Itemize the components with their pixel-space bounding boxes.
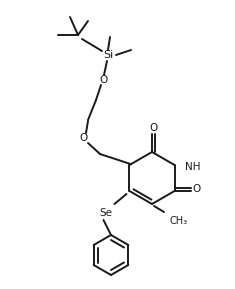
Text: Se: Se (99, 208, 112, 218)
Text: O: O (99, 75, 107, 85)
Text: CH₃: CH₃ (170, 216, 188, 226)
Text: NH: NH (184, 162, 200, 172)
Text: O: O (149, 123, 158, 133)
Text: Si: Si (103, 50, 113, 60)
Text: O: O (80, 133, 88, 143)
Text: O: O (192, 184, 201, 194)
